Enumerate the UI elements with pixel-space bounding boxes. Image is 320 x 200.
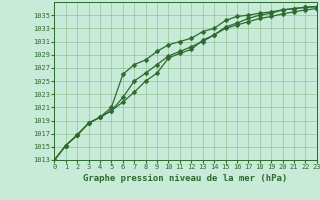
X-axis label: Graphe pression niveau de la mer (hPa): Graphe pression niveau de la mer (hPa) xyxy=(84,174,288,183)
